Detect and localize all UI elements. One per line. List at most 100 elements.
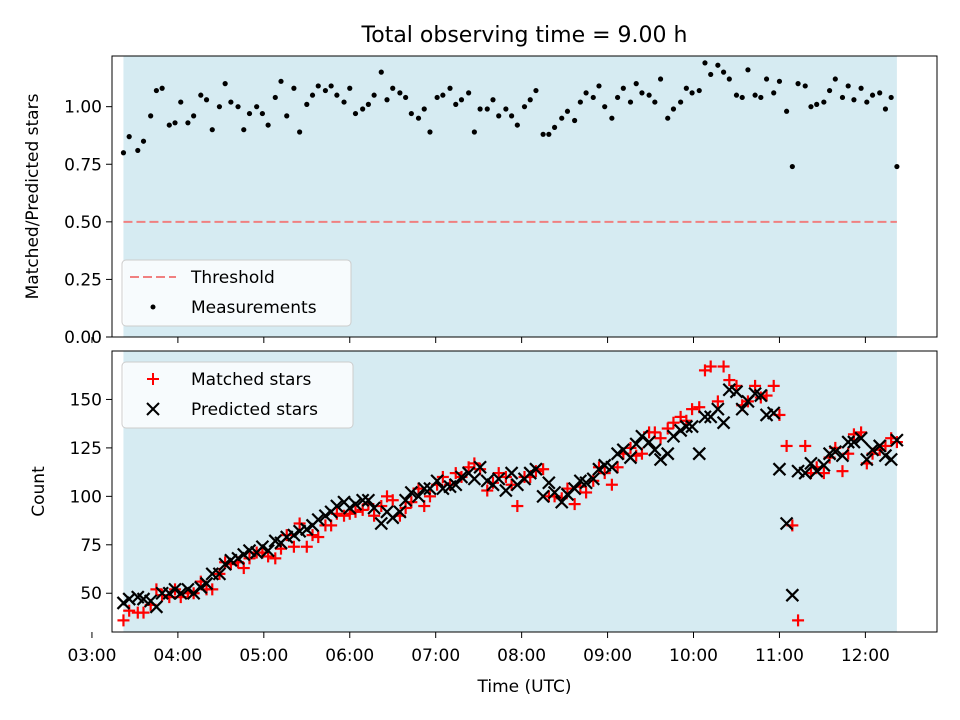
matched-star-point [605,478,618,491]
measurement-point [241,127,247,133]
predicted-star-point [480,474,495,488]
predicted-star-point [592,462,606,476]
measurement-point [696,87,702,94]
matched-star-point [717,360,730,373]
measurement-point [808,104,814,110]
measurement-point [559,115,565,121]
predicted-star-point [417,481,432,496]
measurement-point [864,99,870,105]
count-y-axis: 50 75 100 125 150 [70,390,112,604]
measurement-point [758,94,764,101]
matched-star-point [754,391,767,404]
predicted-star-point [149,600,164,614]
predicted-star-point [785,588,800,602]
measurement-point [752,92,758,98]
predicted-star-point [847,435,861,449]
matched-star-point [799,439,812,452]
measurement-point [533,87,539,94]
measurement-point [776,78,783,84]
count-y-tick-label: 150 [70,390,102,410]
measurement-point [858,85,864,91]
measurement-point [360,106,366,112]
legend-threshold-label: Threshold [190,268,275,288]
predicted-star-point [173,586,188,601]
measurement-point [352,110,359,117]
predicted-star-point [798,466,813,480]
predicted-star-point [766,406,781,420]
ratio-legend-box [121,259,352,327]
predicted-star-point [579,476,593,490]
measurement-point [496,113,502,119]
measurement-point [665,115,671,121]
measurement-point [564,108,571,114]
matched-star-point [423,490,436,503]
measurement-point [826,87,833,94]
measurement-point [140,138,147,144]
count-legend-box [121,361,354,429]
ratio-y-tick-label: 0.50 [64,213,102,233]
matched-star-point [580,486,593,499]
legend-measurements-label: Measurements [191,298,317,318]
predicted-star-point [779,516,794,531]
count-x-tick-label: 08:00 [497,646,546,666]
predicted-star-point [255,539,270,554]
predicted-star-point [536,489,550,504]
ratio-y-axis: 0.00 0.25 0.50 0.75 1.00 [64,98,112,348]
measurement-point [365,101,371,107]
predicted-star-point [872,439,887,453]
predicted-star-point [547,485,562,500]
count-x-tick-label: 03:00 [67,646,116,666]
measurement-point [278,78,284,84]
measurement-point [646,92,652,98]
measurement-point [334,92,340,98]
measurement-point [322,87,329,94]
ratio-y-tick-label: 0.75 [64,155,102,175]
measurement-point [148,113,154,119]
measurement-point [739,94,745,101]
predicted-star-point [865,443,880,457]
ratio-legend: Threshold Measurements [121,259,352,327]
measurement-point [166,122,172,128]
matched-star-point [511,500,524,513]
predicted-star-point [642,435,656,449]
measurement-point [503,106,509,112]
matched-star-point [117,614,130,627]
predicted-star-point [711,402,725,416]
predicted-star-point [330,499,344,513]
matched-star-point [598,467,611,480]
predicted-star-point [716,415,731,430]
predicted-star-point [841,435,855,449]
predicted-star-point [236,547,251,562]
ratio-panel: 0.00 0.25 0.50 0.75 1.00 Matched/Predicted s… [23,55,938,348]
predicted-star-point [685,419,699,434]
predicted-star-point [218,557,232,571]
matched-star-point [368,509,381,522]
measurement-point [259,110,265,117]
predicted-star-point [411,489,426,504]
matched-star-point [723,374,736,387]
measurement-point [802,83,808,89]
measurement-point [198,92,204,98]
predicted-star-point [629,437,643,451]
measurement-point [789,163,795,170]
measurement-point [384,97,390,103]
measurement-point [633,81,639,87]
measurement-point [814,101,820,107]
measurement-point [708,71,714,78]
predicted-star-point [586,472,601,486]
count-x-tick-label: 05:00 [239,646,288,666]
measurement-point [620,85,626,91]
predicted-star-point [504,466,519,480]
predicted-star-point [554,495,569,509]
matched-star-point [280,529,293,542]
matched-star-point [879,439,892,452]
measurement-point [421,106,427,112]
count-x-tick-label: 07:00 [411,646,460,666]
count-x-tick-label: 09:00 [583,646,632,666]
measurement-point [551,124,558,131]
measurement-point [347,85,353,91]
measurement-point [284,113,290,119]
measurement-point [521,104,528,110]
predicted-star-point [529,462,543,476]
